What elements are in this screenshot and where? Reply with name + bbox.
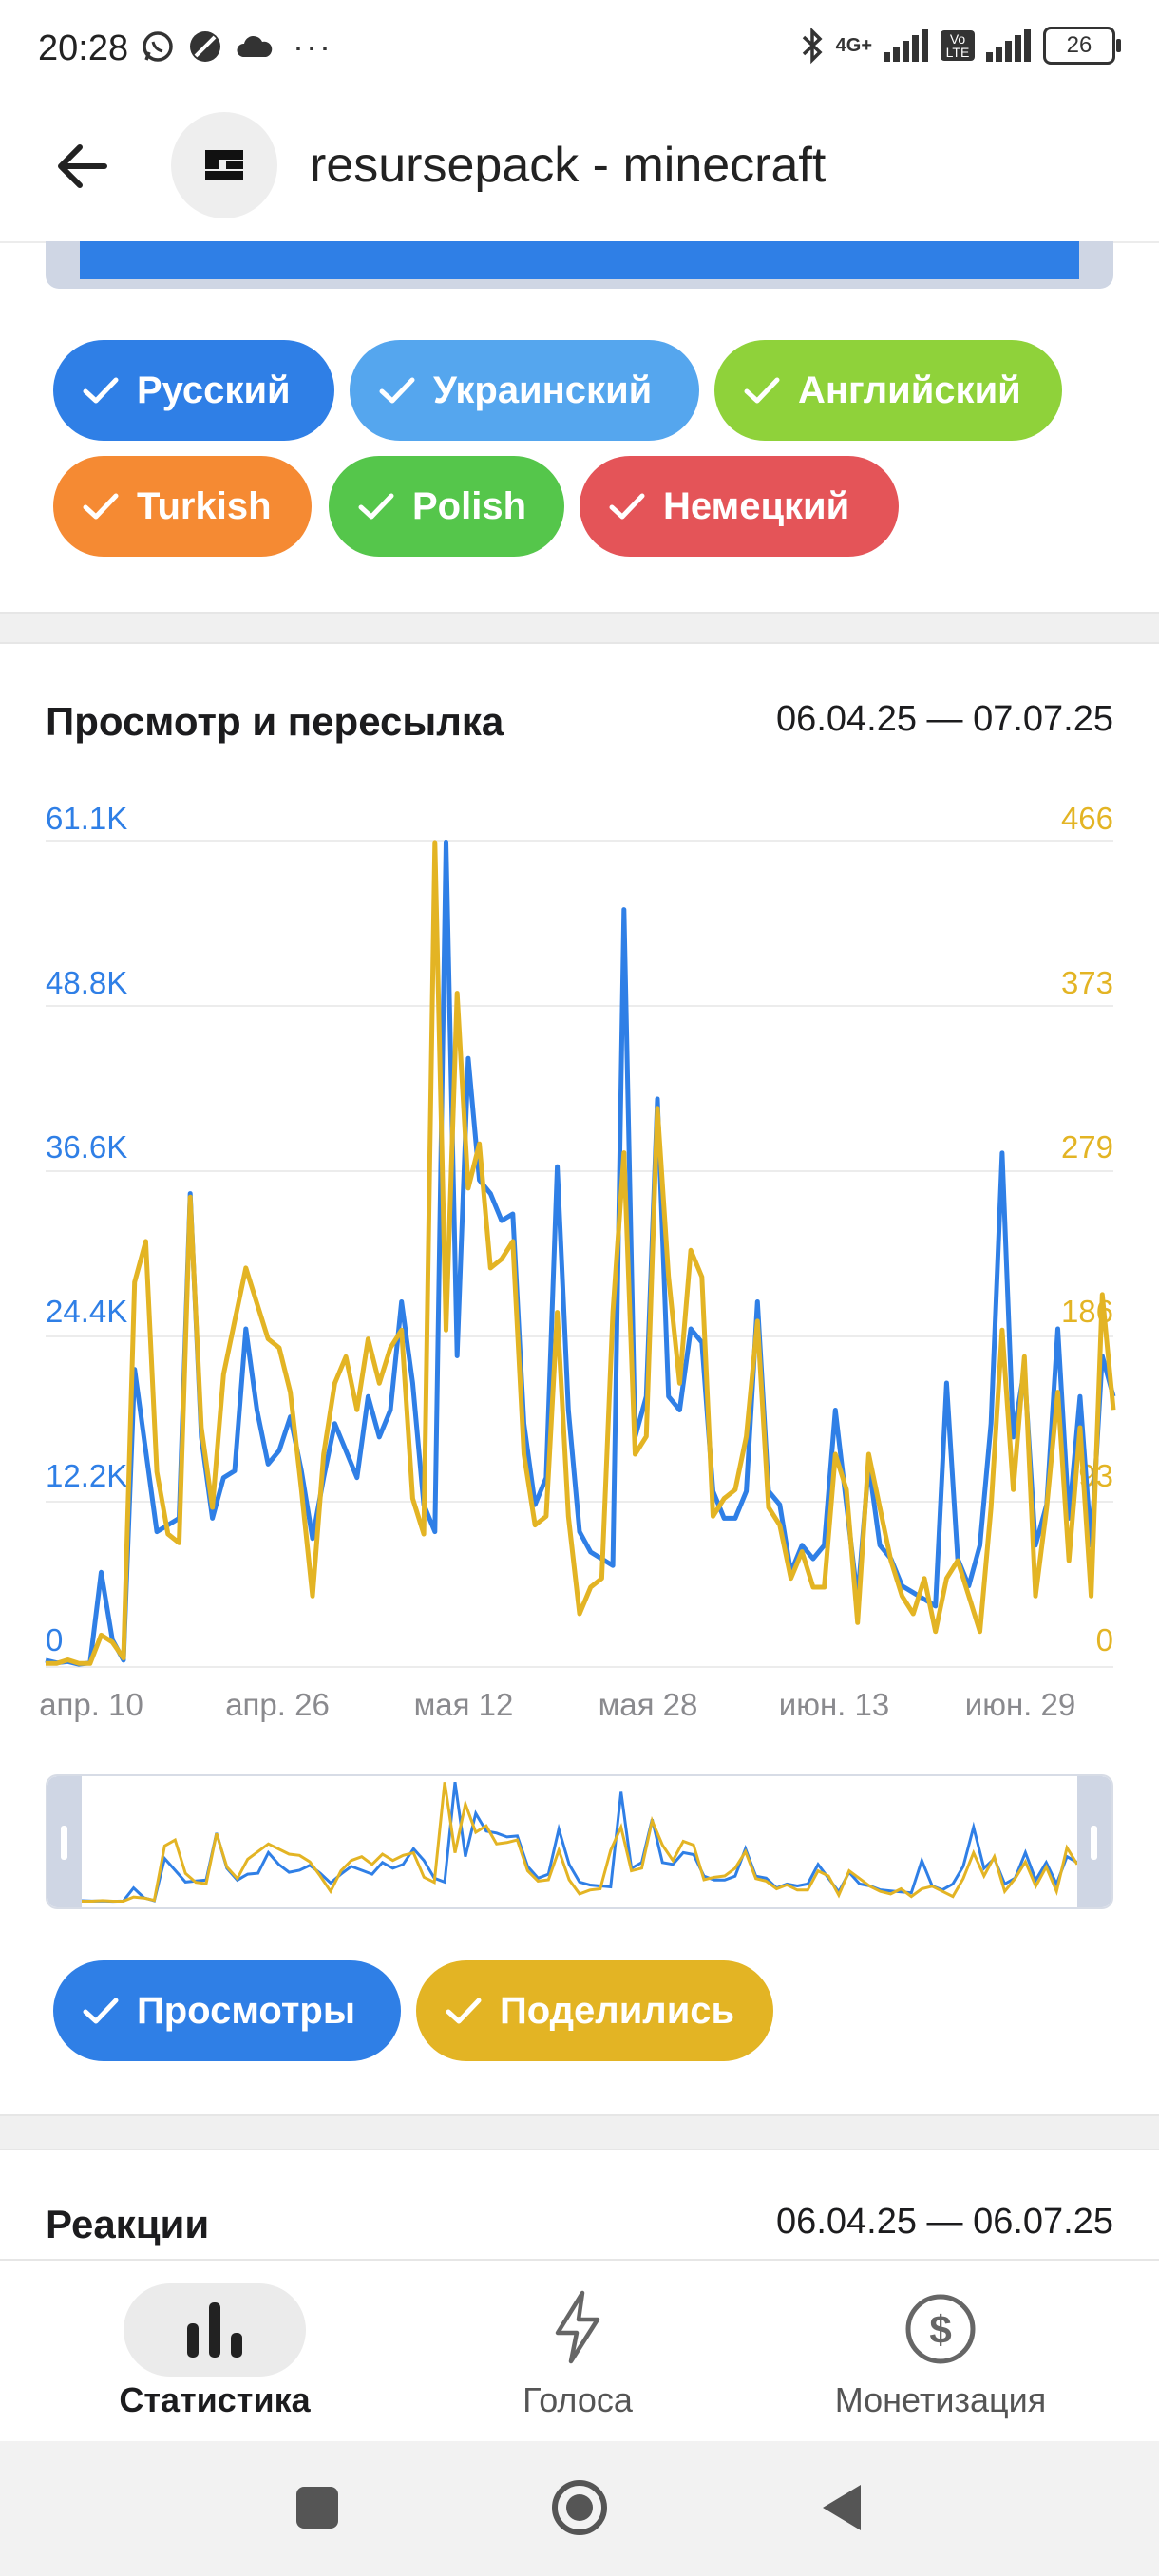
range-selector-fill [80, 241, 1079, 279]
right-tick-3: 279 [1061, 1129, 1113, 1165]
check-icon [83, 1998, 119, 2024]
battery-icon: 26 [1043, 27, 1121, 65]
signal-2-icon [986, 29, 1031, 62]
status-right-icons: 4G+ Vo LTE 26 [800, 27, 1121, 65]
bottom-navigation: Статистика Голоса $ Монетизация [0, 2259, 1159, 2443]
status-time: 20:28 [38, 28, 129, 68]
network-type: 4G+ [835, 34, 872, 56]
reactions-date-range[interactable]: 06.04.25 — 06.07.25 [776, 2202, 1113, 2242]
chip-label: Polish [412, 484, 527, 527]
status-bar: 20:28 ··· 4G+ Vo LTE 26 [0, 0, 1159, 99]
left-tick-1: 12.2K [46, 1458, 127, 1493]
cloud-icon [237, 35, 273, 57]
chip-label: Немецкий [663, 484, 850, 527]
channel-avatar[interactable] [171, 112, 277, 218]
right-tick-0: 0 [1096, 1622, 1113, 1657]
back-arrow-icon[interactable] [49, 133, 116, 199]
chip-label: Русский [137, 369, 291, 411]
navigator-views-line [81, 1781, 1078, 1904]
chip-ukrainian[interactable]: Украинский [350, 340, 699, 441]
navigator-preview [81, 1781, 1079, 1904]
app-header: resursepack - minecraft [0, 99, 1159, 243]
x-tick-5: июн. 29 [965, 1687, 1075, 1722]
nav-monetization-label: Монетизация [834, 2380, 1047, 2419]
bar-chart-icon [187, 2302, 242, 2358]
section-divider-2 [0, 2114, 1159, 2150]
chip-german[interactable]: Немецкий [580, 456, 899, 557]
chart-range-navigator[interactable] [46, 1774, 1113, 1909]
views-shares-chart[interactable]: 0 12.2K 24.4K 36.6K 48.8K 61.1K 0 93 186… [0, 779, 1159, 1729]
status-left-icons: ··· [141, 27, 332, 66]
bluetooth-icon [802, 27, 823, 65]
back-button[interactable] [817, 2481, 866, 2534]
views-series-line [45, 839, 1116, 1667]
reactions-section-title: Реакции [46, 2202, 210, 2246]
check-icon [83, 377, 119, 404]
x-tick-2: мая 12 [414, 1687, 514, 1722]
chip-label: Английский [798, 369, 1021, 411]
views-section-title: Просмотр и пересылка [46, 699, 504, 744]
x-axis-labels: апр. 10 апр. 26 мая 12 мая 28 июн. 13 ию… [39, 1687, 1075, 1722]
x-tick-4: июн. 13 [779, 1687, 889, 1722]
chip-label: Украинский [433, 369, 653, 411]
channel-logo-icon [205, 150, 243, 180]
nav-votes-label: Голоса [522, 2380, 633, 2419]
check-icon [609, 493, 645, 520]
recents-button[interactable] [296, 2487, 338, 2529]
chip-russian[interactable]: Русский [53, 340, 334, 441]
left-tick-0: 0 [46, 1622, 63, 1657]
volte-badge: Vo LTE [940, 30, 975, 61]
whatsapp-icon [142, 31, 173, 62]
left-axis-labels: 0 12.2K 24.4K 36.6K 48.8K 61.1K [46, 801, 127, 1657]
svg-text:$: $ [929, 2307, 951, 2352]
navigator-right-handle[interactable] [1077, 1776, 1112, 1907]
toggle-shares[interactable]: Поделились [416, 1960, 773, 2061]
check-icon [379, 377, 415, 404]
left-tick-2: 24.4K [46, 1294, 127, 1329]
navigator-left-handle[interactable] [48, 1776, 82, 1907]
navigator-shares-line [82, 1782, 1079, 1903]
chip-label: Turkish [137, 484, 272, 527]
channel-title: resursepack - minecraft [310, 138, 826, 193]
more-dots: ··· [293, 27, 332, 66]
check-icon [358, 493, 394, 520]
check-icon [83, 493, 119, 520]
x-tick-0: апр. 10 [39, 1687, 143, 1722]
x-tick-1: апр. 26 [225, 1687, 330, 1722]
chip-turkish[interactable]: Turkish [53, 456, 312, 557]
chip-english[interactable]: Английский [714, 340, 1062, 441]
right-tick-5: 466 [1061, 801, 1113, 836]
toggle-views[interactable]: Просмотры [53, 1960, 401, 2061]
section-divider [0, 612, 1159, 644]
home-button[interactable] [549, 2477, 610, 2538]
chip-polish[interactable]: Polish [329, 456, 564, 557]
check-icon [744, 377, 780, 404]
shares-series-line [46, 840, 1116, 1666]
nav-statistics-label: Статистика [119, 2380, 311, 2419]
lightning-icon [555, 2290, 600, 2364]
toggle-label: Поделились [500, 1989, 735, 2032]
dollar-circle-icon: $ [905, 2294, 976, 2364]
system-navigation-bar [0, 2441, 1159, 2576]
range-selector-bar[interactable] [46, 241, 1113, 289]
right-tick-4: 373 [1061, 965, 1113, 1000]
views-date-range[interactable]: 06.04.25 — 07.07.25 [776, 699, 1113, 739]
chart-grid [46, 840, 1113, 1668]
signal-icon [884, 29, 928, 62]
right-axis-labels: 0 93 186 279 373 466 [1061, 801, 1113, 1657]
left-tick-3: 36.6K [46, 1129, 127, 1165]
toggle-label: Просмотры [137, 1989, 356, 2032]
no-disturb-icon [190, 31, 220, 62]
check-icon [446, 1998, 482, 2024]
x-tick-3: мая 28 [598, 1687, 698, 1722]
left-tick-5: 61.1K [46, 801, 127, 836]
left-tick-4: 48.8K [46, 965, 127, 1000]
